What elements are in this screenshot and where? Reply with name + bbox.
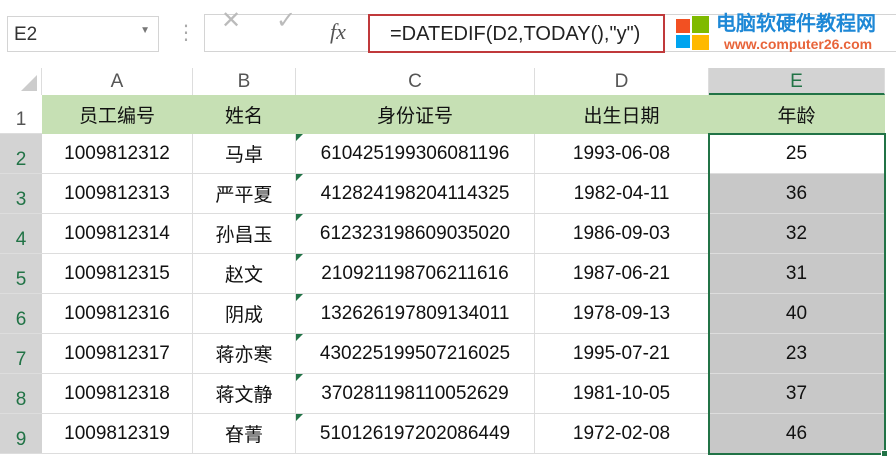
row-header-1[interactable]: 1 [0,95,42,134]
table-cell[interactable]: 32 [709,214,885,254]
header-cell[interactable]: 出生日期 [535,95,709,134]
error-indicator-icon [296,174,303,181]
table-cell[interactable]: 马卓 [193,134,296,174]
table-cell[interactable]: 1009812314 [42,214,193,254]
table-cell[interactable]: 40 [709,294,885,334]
table-cell[interactable]: 1993-06-08 [535,134,709,174]
error-indicator-icon [296,254,303,261]
column-header-E[interactable]: E [709,68,885,95]
header-cell[interactable]: 姓名 [193,95,296,134]
header-cell[interactable]: 员工编号 [42,95,193,134]
table-cell[interactable]: 1978-09-13 [535,294,709,334]
row-header-3[interactable]: 3 [0,174,42,214]
table-cell[interactable]: 赵文 [193,254,296,294]
check-icon[interactable]: ✓ [276,7,297,34]
formula-input[interactable]: =DATEDIF(D2,TODAY(),"y") [368,14,665,53]
header-cell[interactable]: 年龄 [709,95,885,134]
row-header-9[interactable]: 9 [0,414,42,454]
table-cell[interactable]: 430225199507216025 [296,334,535,374]
table-cell[interactable]: 210921198706211616 [296,254,535,294]
error-indicator-icon [296,134,303,141]
chevron-down-icon[interactable]: ▼ [140,25,150,36]
table-cell[interactable]: 阴成 [193,294,296,334]
name-box[interactable]: E2 ▼ [7,16,159,52]
error-indicator-icon [296,294,303,301]
select-all-button[interactable] [0,68,42,95]
row-header-6[interactable]: 6 [0,294,42,334]
table-cell[interactable]: 1981-10-05 [535,374,709,414]
table-cell[interactable]: 25 [709,134,885,174]
fill-handle[interactable] [881,450,888,457]
table-cell[interactable]: 1009812316 [42,294,193,334]
table-cell[interactable]: 1009812315 [42,254,193,294]
table-cell[interactable]: 36 [709,174,885,214]
name-box-value: E2 [14,24,38,45]
row-header-8[interactable]: 8 [0,374,42,414]
table-cell[interactable]: 蒋亦寒 [193,334,296,374]
table-cell[interactable]: 孙昌玉 [193,214,296,254]
table-cell[interactable]: 1009812318 [42,374,193,414]
table-cell[interactable]: 132626197809134011 [296,294,535,334]
table-cell[interactable]: 1009812317 [42,334,193,374]
table-cell[interactable]: 412824198204114325 [296,174,535,214]
watermark-url: www.computer26.com [724,36,873,52]
fx-icon[interactable]: fx [330,19,346,44]
error-indicator-icon [296,214,303,221]
row-header-4[interactable]: 4 [0,214,42,254]
table-cell[interactable]: 1009812319 [42,414,193,454]
table-cell[interactable]: 23 [709,334,885,374]
table-cell[interactable]: 1995-07-21 [535,334,709,374]
row-header-2[interactable]: 2 [0,134,42,174]
cancel-icon[interactable]: ✕ [221,7,242,34]
table-cell[interactable]: 612323198609035020 [296,214,535,254]
drag-handle-icon[interactable]: ⋮ [176,22,196,44]
table-cell[interactable]: 1986-09-03 [535,214,709,254]
table-cell[interactable]: 蒋文静 [193,374,296,414]
table-cell[interactable]: 严平夏 [193,174,296,214]
column-header-B[interactable]: B [193,68,296,95]
row-header-7[interactable]: 7 [0,334,42,374]
error-indicator-icon [296,374,303,381]
table-cell[interactable]: 1982-04-11 [535,174,709,214]
column-header-A[interactable]: A [42,68,193,95]
table-cell[interactable]: 46 [709,414,885,454]
table-cell[interactable]: 1009812313 [42,174,193,214]
table-cell[interactable]: 1972-02-08 [535,414,709,454]
table-cell[interactable]: 1987-06-21 [535,254,709,294]
table-cell[interactable]: 眘菁 [193,414,296,454]
error-indicator-icon [296,414,303,421]
table-cell[interactable]: 37 [709,374,885,414]
row-header-5[interactable]: 5 [0,254,42,294]
table-cell[interactable]: 610425199306081196 [296,134,535,174]
column-header-C[interactable]: C [296,68,535,95]
watermark-title: 电脑软硬件教程网 [716,13,876,35]
table-cell[interactable]: 370281198110052629 [296,374,535,414]
header-cell[interactable]: 身份证号 [296,95,535,134]
windows-logo [676,16,710,50]
table-cell[interactable]: 31 [709,254,885,294]
table-cell[interactable]: 1009812312 [42,134,193,174]
table-cell[interactable]: 510126197202086449 [296,414,535,454]
column-header-D[interactable]: D [535,68,709,95]
error-indicator-icon [296,334,303,341]
